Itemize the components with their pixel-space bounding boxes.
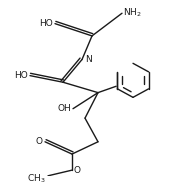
- Text: O: O: [36, 137, 43, 146]
- Text: O: O: [74, 166, 81, 175]
- Text: N: N: [85, 55, 92, 64]
- Text: HO: HO: [39, 19, 53, 28]
- Text: HO: HO: [14, 71, 28, 80]
- Text: CH$_3$: CH$_3$: [27, 173, 46, 185]
- Text: OH: OH: [57, 104, 71, 113]
- Text: NH$_2$: NH$_2$: [123, 7, 142, 20]
